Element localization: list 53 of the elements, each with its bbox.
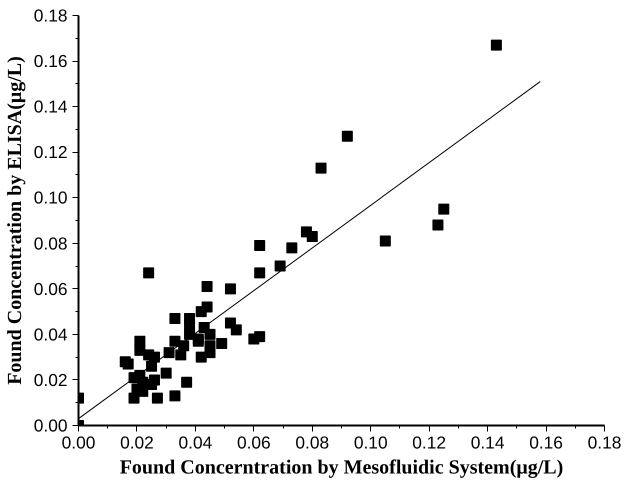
point xyxy=(306,230,318,242)
point xyxy=(169,312,180,324)
y-tick-label: 0.18 xyxy=(34,6,68,26)
x-tick-label: 0.14 xyxy=(470,432,505,452)
point xyxy=(128,392,140,404)
point xyxy=(204,328,216,340)
x-tick-label: 0.04 xyxy=(178,432,213,452)
y-tick-label: 0.14 xyxy=(34,96,68,117)
point xyxy=(192,333,204,344)
point xyxy=(169,390,180,402)
point xyxy=(181,376,192,388)
point xyxy=(274,260,286,272)
point xyxy=(380,236,391,246)
point xyxy=(196,352,207,363)
point xyxy=(254,267,266,278)
point xyxy=(316,162,327,174)
point xyxy=(160,368,172,379)
x-tick-label: 0.02 xyxy=(120,432,154,452)
point xyxy=(148,374,160,386)
x-tick-label: 0.00 xyxy=(62,432,96,452)
point xyxy=(230,324,242,336)
point xyxy=(438,204,450,215)
x-tick-label: 0.06 xyxy=(236,432,271,452)
point xyxy=(490,40,502,51)
point xyxy=(342,130,353,142)
x-tick-label: 0.08 xyxy=(295,432,330,452)
y-tick-label: 0.02 xyxy=(34,370,68,390)
point xyxy=(216,338,228,349)
point xyxy=(175,349,186,360)
y-tick-label: 0.16 xyxy=(34,51,68,72)
point xyxy=(196,306,207,318)
point xyxy=(122,358,134,370)
y-tick-label: 0.00 xyxy=(34,416,68,436)
point xyxy=(152,392,163,404)
x-axis-title: Found Concerntration by Mesofluidic System(μg/L) xyxy=(120,456,564,478)
x-tick-label: 0.16 xyxy=(529,432,563,452)
y-tick-label: 0.06 xyxy=(34,278,68,299)
y-tick-label: 0.04 xyxy=(34,324,68,344)
point xyxy=(224,283,236,294)
y-tick-label: 0.10 xyxy=(34,188,68,208)
y-axis-title: Found Concentration by ELISA(μg/L) xyxy=(4,56,26,385)
point xyxy=(286,242,298,254)
point xyxy=(143,267,154,278)
point xyxy=(254,331,266,342)
point xyxy=(184,320,196,331)
y-tick-label: 0.08 xyxy=(34,233,68,254)
point xyxy=(432,220,444,231)
x-tick-label: 0.10 xyxy=(354,432,388,452)
x-tick-label: 0.18 xyxy=(588,432,622,452)
point xyxy=(254,240,266,252)
y-tick-label: 0.12 xyxy=(34,142,68,162)
point xyxy=(202,281,213,292)
x-tick-label: 0.12 xyxy=(412,432,446,452)
